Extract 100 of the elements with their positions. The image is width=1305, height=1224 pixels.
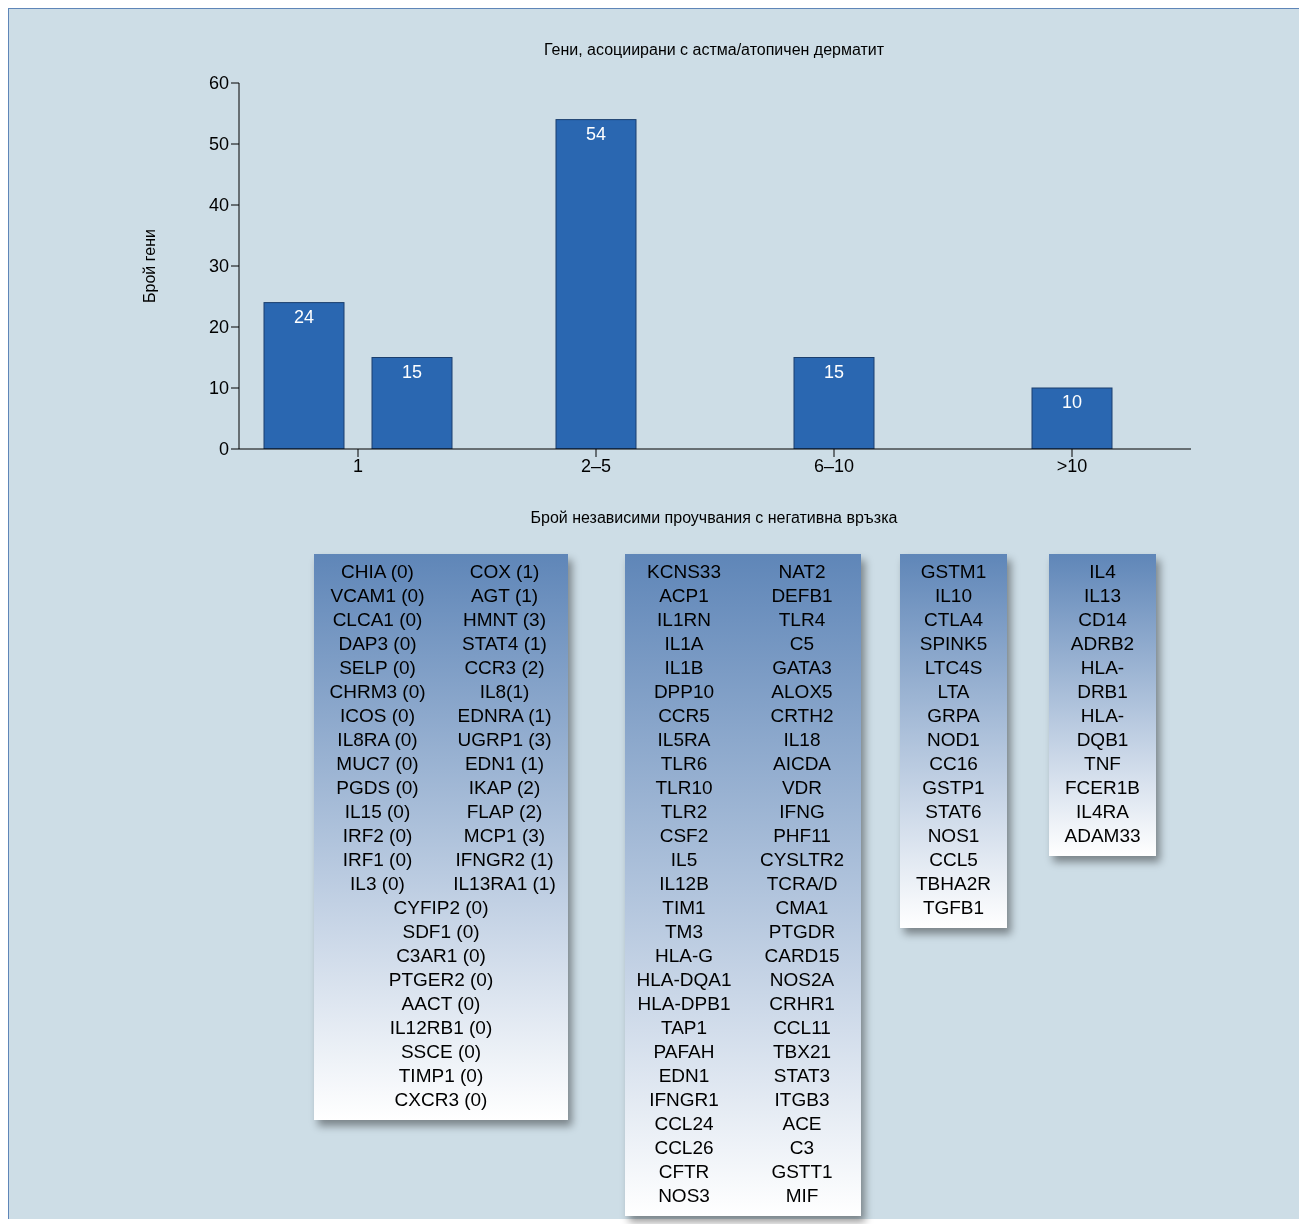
text: HLA-DPB1 (636, 992, 732, 1016)
text: DPP10 (652, 680, 716, 704)
chart-title: Гени, асоциирани с астма/атопичен дерматит (542, 41, 886, 59)
text: CHIA (0) (340, 560, 415, 584)
data-label: 24 (293, 306, 315, 327)
text: IFNGR1 (648, 1088, 720, 1112)
text: MCP1 (3) (462, 824, 547, 848)
text: CCR5 (657, 704, 711, 728)
y-tick-label: 50 (208, 134, 229, 155)
text: GATA3 (771, 656, 833, 680)
text: IL13 (1083, 584, 1122, 608)
text: PGDS (0) (335, 776, 420, 800)
text: NAT2 (777, 560, 827, 584)
text: TNF (1083, 752, 1122, 776)
data-label: 10 (1061, 392, 1083, 412)
text: EDN1 (657, 1064, 711, 1088)
text: IL8(1) (478, 680, 531, 704)
text: CARD15 (763, 944, 841, 968)
data-label: 15 (823, 361, 845, 382)
text: ADRB2 (1069, 632, 1136, 656)
x-axis-title: Брой независими проучвания с негативна връзка (529, 509, 899, 527)
text: CCL24 (653, 1112, 715, 1136)
text: CLCA1 (0) (331, 608, 424, 632)
text: TGFB1 (921, 896, 986, 920)
text: IL18 (782, 728, 822, 752)
text: TCRA/D (765, 872, 839, 896)
text: CYSLTR2 (758, 848, 846, 872)
text: TIMP1 (0) (397, 1064, 485, 1088)
text: TLR2 (659, 800, 709, 824)
text: IL1B (663, 656, 705, 680)
text: GSTT1 (770, 1160, 834, 1184)
text: CMA1 (774, 896, 830, 920)
text: SSCE (0) (399, 1040, 483, 1064)
text: IL5RA (656, 728, 712, 752)
text: TLR4 (777, 608, 827, 632)
text: CCR3 (2) (463, 656, 546, 680)
y-tick-label: 10 (208, 378, 229, 399)
text: IL10 (934, 584, 973, 608)
text: ACP1 (658, 584, 710, 608)
text: IRF1 (0) (341, 848, 414, 872)
text: IL4RA (1075, 800, 1130, 824)
text: IL5 (669, 848, 699, 872)
text: C3 (788, 1136, 816, 1160)
text: NOS1 (926, 824, 981, 848)
text: IKAP (2) (467, 776, 542, 800)
text: CXCR3 (0) (393, 1088, 489, 1112)
text: GRPA (926, 704, 981, 728)
text: TLR10 (654, 776, 714, 800)
text: IL12RB1 (0) (388, 1016, 494, 1040)
text: MUC7 (0) (335, 752, 420, 776)
text: CRTH2 (769, 704, 835, 728)
text: GSTM1 (919, 560, 988, 584)
text: IL3 (0) (349, 872, 406, 896)
text: CHRM3 (0) (328, 680, 427, 704)
text: ICOS (0) (339, 704, 416, 728)
text: DQB1 (1075, 728, 1130, 752)
text: VDR (780, 776, 824, 800)
text: HLA-G (653, 944, 715, 968)
text: NOS3 (657, 1184, 711, 1208)
text: CC16 (928, 752, 979, 776)
text: TBHA2R (915, 872, 992, 896)
text: PHF11 (772, 824, 832, 848)
text: PTGDR (767, 920, 837, 944)
text: CCL26 (653, 1136, 715, 1160)
text: CYFIP2 (0) (392, 896, 490, 920)
text: DAP3 (0) (337, 632, 418, 656)
x-tick-label: 6–10 (813, 455, 855, 476)
text: IFNG (778, 800, 826, 824)
text: STAT4 (1) (461, 632, 548, 656)
text: TAP1 (659, 1016, 709, 1040)
text: CCL5 (928, 848, 979, 872)
text: C5 (788, 632, 816, 656)
text: IL13RA1 (1) (452, 872, 557, 896)
text: STAT6 (924, 800, 983, 824)
text: UGRP1 (3) (456, 728, 553, 752)
text: AICDA (771, 752, 833, 776)
y-axis-title: Брой гени (140, 229, 158, 303)
y-tick-label: 0 (218, 439, 229, 460)
text: VCAM1 (0) (329, 584, 426, 608)
text: HLA- (1079, 704, 1126, 728)
text: CFTR (657, 1160, 711, 1184)
text: FCER1B (1064, 776, 1141, 800)
text: CCL11 (772, 1016, 832, 1040)
text: AGT (1) (469, 584, 540, 608)
text: HLA- (1079, 656, 1126, 680)
data-label: 15 (401, 361, 423, 382)
text: GSTP1 (921, 776, 986, 800)
text: MIF (784, 1184, 820, 1208)
text: HMNT (3) (461, 608, 547, 632)
x-tick-label: 1 (352, 455, 364, 476)
y-tick-label: 40 (208, 195, 229, 216)
text: IL15 (0) (343, 800, 412, 824)
text: AACT (0) (400, 992, 482, 1016)
text: IL4 (1088, 560, 1117, 584)
text: TIM1 (661, 896, 707, 920)
text: DRB1 (1076, 680, 1129, 704)
text: ALOX5 (770, 680, 834, 704)
text: TLR6 (659, 752, 709, 776)
text: STAT3 (772, 1064, 832, 1088)
text: TBX21 (771, 1040, 833, 1064)
